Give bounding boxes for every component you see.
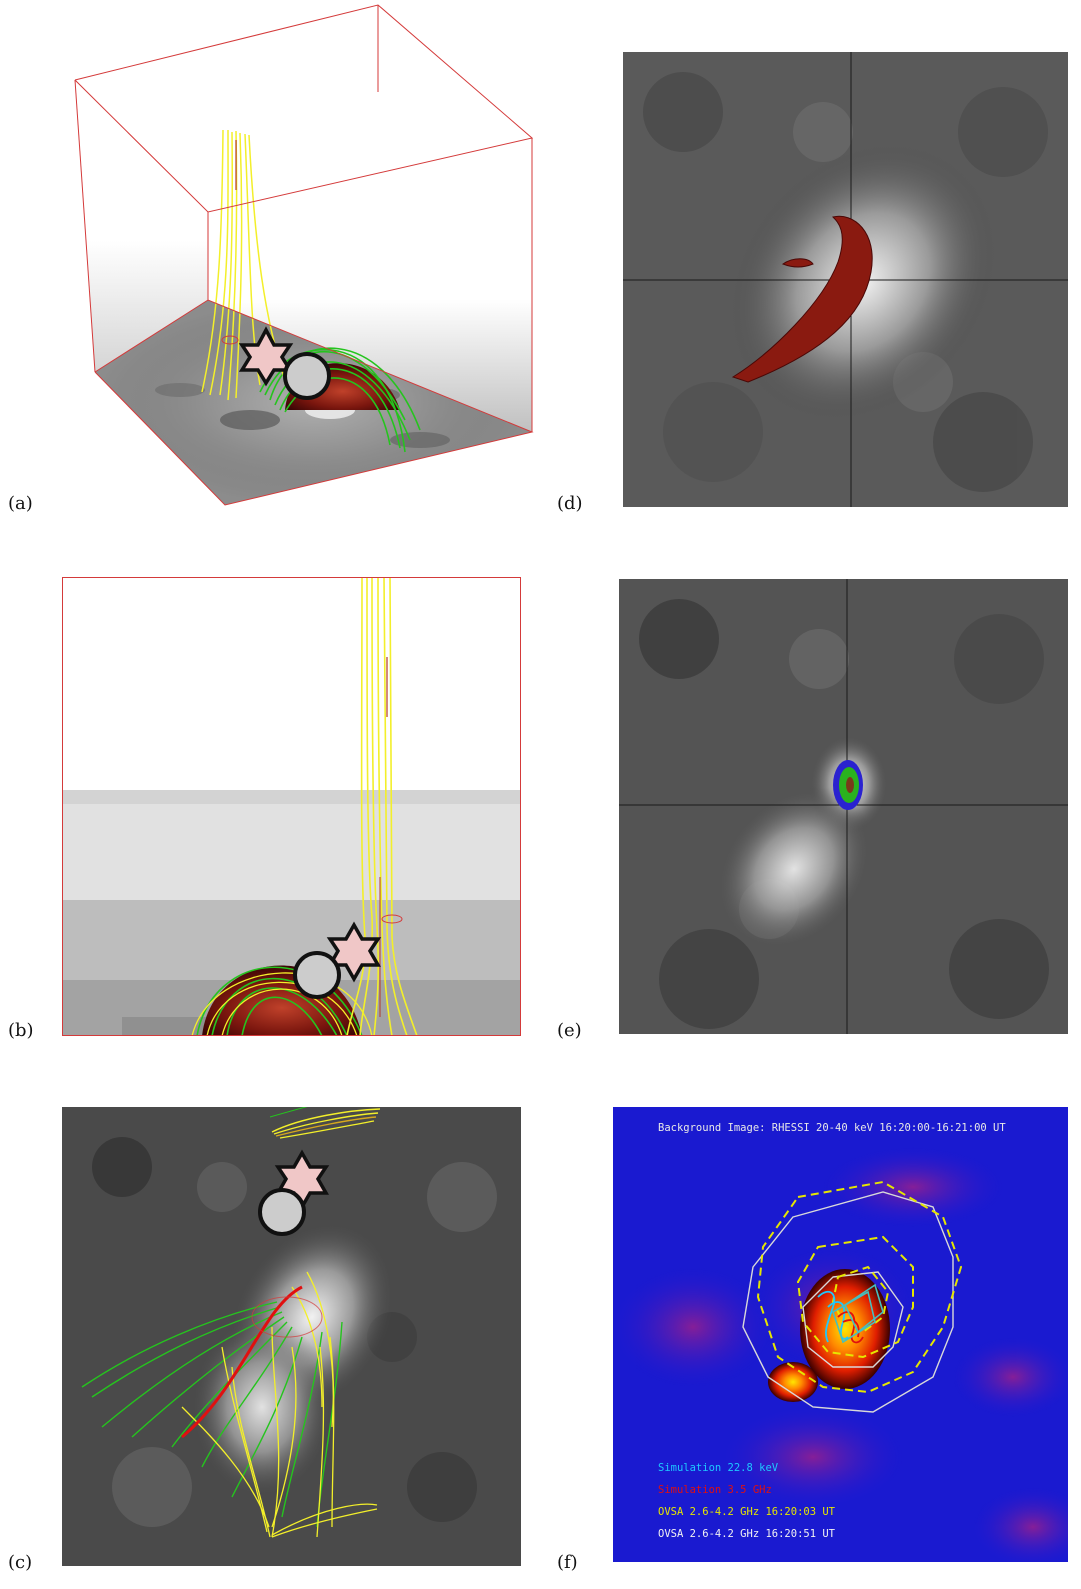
panel-c-top-view [62, 1107, 521, 1566]
box-frame [62, 577, 521, 1036]
simulation-contours [817, 1290, 864, 1344]
upper-arc-4 [279, 1120, 375, 1139]
panel-label-f: (f) [557, 1552, 578, 1573]
panel-a-3d-box [60, 0, 540, 515]
circle-marker [293, 951, 341, 999]
closed-field-lines [196, 966, 363, 1036]
panel-b-side-view [62, 577, 521, 1036]
upper-arc-2 [273, 1112, 379, 1135]
star-marker [326, 921, 382, 983]
open-field-lines [181, 1271, 335, 1538]
circle-marker [283, 352, 331, 400]
panel-label-e: (e) [557, 1020, 582, 1041]
upper-arc-1 [271, 1108, 381, 1133]
upper-arc-3 [275, 1116, 377, 1137]
panel-label-d: (d) [557, 493, 583, 514]
panel-label-b: (b) [8, 1020, 34, 1041]
circle-marker [258, 1188, 306, 1236]
ovsa-white-contours [742, 1191, 954, 1413]
legend-ovsa-16-20-51: OVSA 2.6-4.2 GHz 16:20:51 UT [658, 1528, 836, 1540]
ovsa-yellow-contours [756, 1180, 963, 1394]
panel-f-overlay: Background Image: RHESSI 20-40 keV 16:20… [613, 1107, 1068, 1562]
legend-simulation-22-8-kev: Simulation 22.8 keV [658, 1462, 779, 1474]
red-source-surface [731, 215, 873, 383]
loop-field-lines [191, 972, 373, 1036]
open-field-lines [346, 577, 418, 1036]
legend-simulation-3-5-ghz: Simulation 3.5 GHz [658, 1484, 772, 1496]
panel-f-header: Background Image: RHESSI 20-40 keV 16:20… [658, 1122, 1006, 1134]
star-marker [238, 326, 294, 387]
box-edges [74, 4, 534, 506]
panel-label-a: (a) [8, 493, 33, 514]
panel-d-source [623, 52, 1068, 507]
panel-e-source [619, 579, 1068, 1034]
upper-field-lines [271, 1503, 378, 1538]
back-wall [208, 138, 532, 432]
left-wall [75, 80, 208, 372]
legend-ovsa-16-20-03: OVSA 2.6-4.2 GHz 16:20:03 UT [658, 1506, 836, 1518]
panel-label-c: (c) [8, 1552, 33, 1573]
